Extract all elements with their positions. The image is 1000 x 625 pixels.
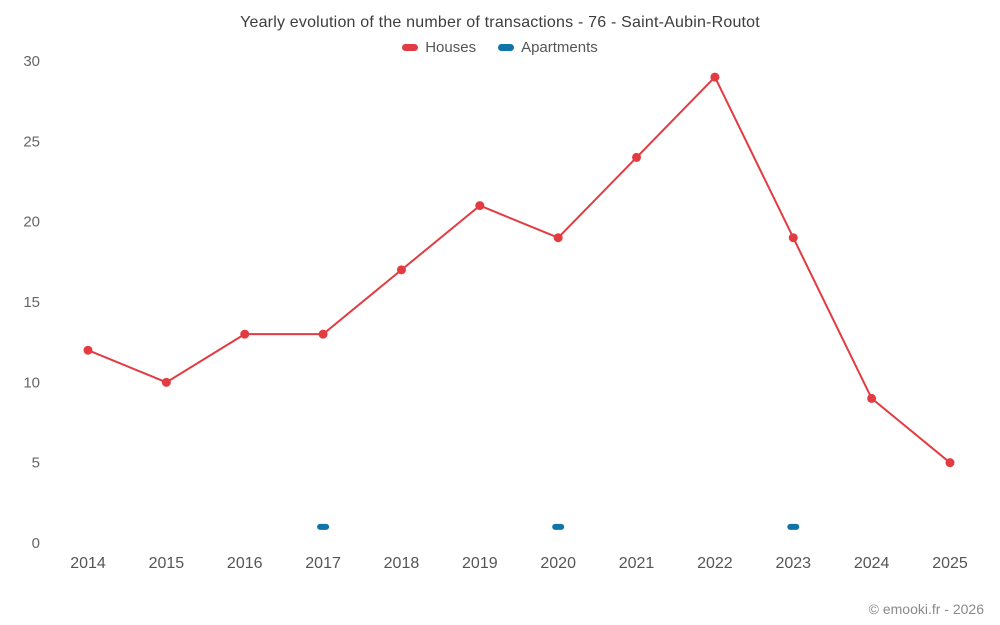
x-axis-tick-label: 2017 (305, 555, 341, 572)
houses-marker[interactable] (318, 329, 328, 339)
x-axis-tick-label: 2020 (540, 555, 576, 572)
legend-label-houses: Houses (425, 39, 477, 56)
x-axis-tick-label: 2022 (697, 555, 733, 572)
chart-legend: Houses Apartments (0, 39, 1000, 56)
y-axis-tick-label: 0 (32, 535, 40, 552)
houses-marker[interactable] (161, 377, 171, 387)
x-axis-tick-label: 2015 (149, 555, 185, 572)
x-axis-tick-label: 2019 (462, 555, 498, 572)
legend-item-apartments[interactable]: Apartments (498, 39, 598, 56)
houses-marker[interactable] (867, 393, 877, 403)
houses-marker[interactable] (240, 329, 250, 339)
houses-marker[interactable] (945, 458, 955, 468)
houses-marker[interactable] (396, 265, 406, 275)
y-axis-tick-label: 5 (32, 455, 40, 472)
legend-label-apartments: Apartments (521, 39, 598, 56)
y-axis-tick-label: 15 (23, 294, 40, 311)
y-axis-tick-label: 25 (23, 133, 40, 150)
apartments-marker[interactable] (552, 523, 565, 530)
houses-line (87, 76, 951, 464)
y-axis-tick-label: 30 (23, 56, 40, 70)
apartments-marker[interactable] (787, 523, 800, 530)
houses-marker[interactable] (475, 201, 485, 211)
footer-credit-link[interactable]: © emooki.fr - 2026 (868, 601, 984, 617)
x-axis-tick-label: 2021 (619, 555, 655, 572)
houses-marker[interactable] (710, 72, 720, 82)
y-axis-tick-label: 20 (23, 214, 40, 231)
houses-marker[interactable] (553, 233, 563, 243)
legend-item-houses[interactable]: Houses (402, 39, 476, 56)
houses-marker[interactable] (83, 345, 93, 355)
houses-legend-swatch-icon (402, 44, 419, 51)
page-title: Yearly evolution of the number of transa… (240, 14, 760, 31)
y-axis-tick-label: 10 (23, 374, 40, 391)
x-axis-tick-label: 2014 (70, 555, 106, 572)
x-axis-tick-label: 2018 (384, 555, 420, 572)
x-axis-tick-label: 2025 (932, 555, 968, 572)
apartments-legend-swatch-icon (498, 44, 515, 51)
x-axis-tick-label: 2023 (775, 555, 811, 572)
x-axis-tick-label: 2016 (227, 555, 263, 572)
x-axis-tick-label: 2024 (854, 555, 890, 572)
apartments-marker[interactable] (317, 523, 330, 530)
houses-marker[interactable] (632, 152, 642, 162)
houses-marker[interactable] (788, 233, 798, 243)
